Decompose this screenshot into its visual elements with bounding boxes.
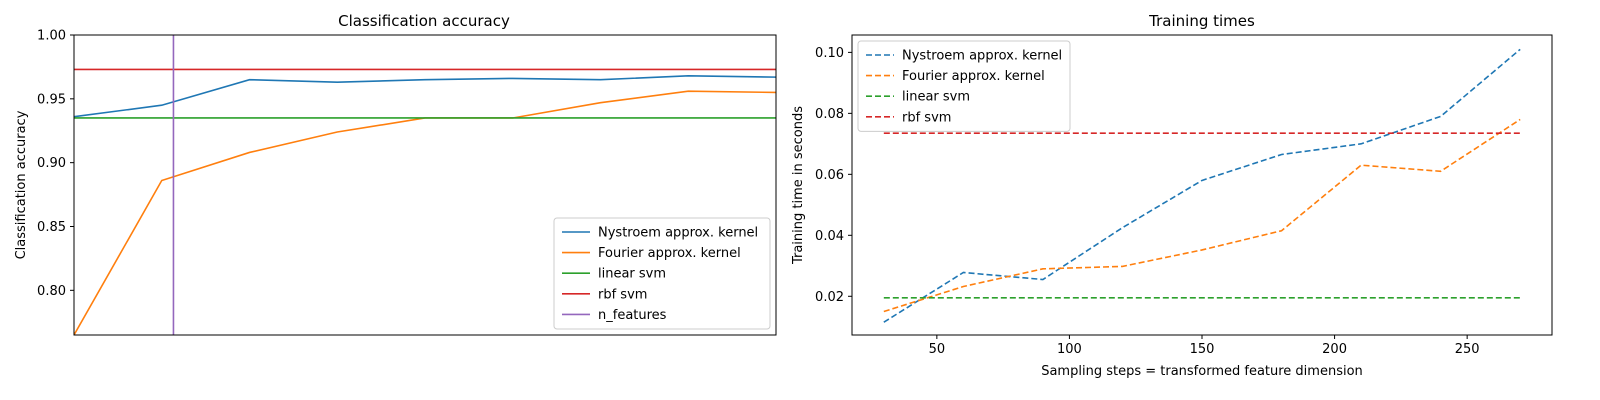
training-times-plot-frame bbox=[851, 34, 1553, 336]
training-times-legend-box bbox=[857, 40, 1071, 132]
training-times-legend-label-linear-svm: linear svm bbox=[902, 90, 970, 105]
accuracy-y-tick-label: 0.85 bbox=[37, 220, 66, 235]
accuracy-legend-label-n-features: n_features bbox=[598, 308, 667, 323]
accuracy-series-nystroem-approx-kernel bbox=[74, 75, 776, 118]
accuracy-y-tick-label: 0.95 bbox=[37, 92, 66, 107]
accuracy-chart: Classification accuracy Classification a… bbox=[14, 12, 777, 336]
training-times-x-tick-label: 50 bbox=[929, 342, 946, 357]
training-times-x-tick-label: 200 bbox=[1322, 342, 1347, 357]
accuracy-legend-label-rbf-svm: rbf svm bbox=[598, 287, 647, 302]
training-times-chart-title: Training times bbox=[1148, 12, 1255, 30]
accuracy-plot-frame bbox=[73, 34, 777, 336]
training-times-y-tick-label: 0.02 bbox=[815, 290, 844, 305]
accuracy-y-axis-label: Classification accuracy bbox=[14, 110, 29, 259]
training-times-y-tick-label: 0.10 bbox=[815, 46, 844, 61]
training-times-legend-label-fourier-approx-kernel: Fourier approx. kernel bbox=[902, 69, 1045, 84]
training-times-y-tick-label: 0.04 bbox=[815, 229, 844, 244]
training-times-y-tick-label: 0.06 bbox=[815, 168, 844, 183]
accuracy-legend: Nystroem approx. kernel Fourier approx. k… bbox=[553, 217, 771, 330]
training-times-y-tick-label: 0.08 bbox=[815, 107, 844, 122]
accuracy-legend-label-fourier-approx-kernel: Fourier approx. kernel bbox=[598, 246, 741, 261]
training-times-y-ticks: 0.02 0.04 0.06 0.08 0.10 bbox=[815, 46, 852, 305]
training-times-legend: Nystroem approx. kernel Fourier approx. k… bbox=[857, 40, 1071, 132]
training-times-x-tick-label: 100 bbox=[1057, 342, 1082, 357]
accuracy-marks bbox=[74, 35, 776, 335]
accuracy-legend-label-nystroem-approx-kernel: Nystroem approx. kernel bbox=[598, 226, 758, 241]
training-times-y-axis-label: Training time in seconds bbox=[791, 106, 806, 265]
training-times-x-tick-label: 150 bbox=[1190, 342, 1215, 357]
training-times-marks bbox=[883, 48, 1521, 323]
training-times-chart: Training times Training time in seconds … bbox=[791, 12, 1553, 379]
accuracy-legend-label-linear-svm: linear svm bbox=[598, 267, 666, 282]
training-times-x-tick-label: 250 bbox=[1455, 342, 1480, 357]
training-times-series-fourier-approx-kernel bbox=[883, 118, 1521, 313]
accuracy-y-tick-label: 1.00 bbox=[37, 29, 66, 44]
accuracy-y-tick-label: 0.90 bbox=[37, 156, 66, 171]
training-times-legend-label-nystroem-approx-kernel: Nystroem approx. kernel bbox=[902, 49, 1062, 64]
training-times-x-axis-label: Sampling steps = transformed feature dim… bbox=[1041, 364, 1363, 379]
accuracy-y-tick-label: 0.80 bbox=[37, 284, 66, 299]
training-times-legend-label-rbf-svm: rbf svm bbox=[902, 110, 951, 125]
accuracy-y-ticks: 0.80 0.85 0.90 0.95 1.00 bbox=[37, 29, 74, 299]
accuracy-chart-title: Classification accuracy bbox=[338, 12, 510, 30]
training-times-x-ticks: 50 100 150 200 250 bbox=[929, 335, 1480, 357]
training-times-series-nystroem-approx-kernel bbox=[883, 48, 1521, 323]
accuracy-legend-box bbox=[553, 217, 771, 330]
